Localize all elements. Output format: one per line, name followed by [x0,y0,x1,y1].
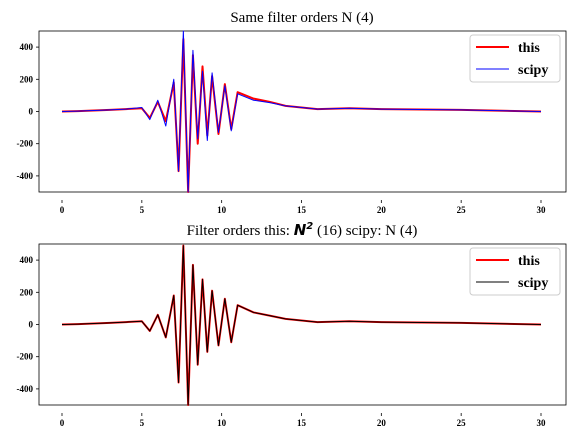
series-lines [61,244,542,406]
x-tick-label: 20 [377,205,387,215]
title-prefix: Filter orders this: [187,223,294,239]
x-tick-label: 25 [457,205,467,215]
x-tick-label: 10 [217,205,227,215]
y-tick-label: 0 [29,107,34,117]
title-suffix: (16) scipy: N (4) [313,223,417,239]
subplot-bottom: Filter orders this: N2 (16) scipy: N (4)… [17,221,567,428]
legend: this scipy [469,34,561,83]
x-tick-label: 15 [297,418,307,428]
y-tick-label: 400 [20,42,34,52]
x-tick-label: 0 [60,418,65,428]
x-tick-label: 5 [140,205,145,215]
axis-ticks: 0 5 10 15 20 25 30 -400 -200 0 200 400 [17,42,547,215]
x-tick-label: 10 [217,418,227,428]
chart-title: Same filter orders N (4) [230,10,373,26]
y-tick-label: 400 [20,255,34,265]
x-tick-label: 30 [537,205,547,215]
legend: this scipy [469,247,561,296]
y-tick-label: 200 [20,74,34,84]
y-tick-label: 0 [29,320,34,330]
x-tick-label: 5 [140,418,145,428]
y-tick-label: -400 [17,171,34,181]
legend-label-scipy: scipy [518,63,548,78]
series-line-scipy [61,245,542,406]
legend-label-this: this [518,41,540,56]
title-math-sup: 2 [306,221,313,232]
chart-title: Filter orders this: N2 (16) scipy: N (4) [187,221,418,239]
series-line-this [61,244,542,406]
series-line-this [61,38,542,193]
legend-label-this: this [518,254,540,269]
series-lines [61,30,542,193]
title-math: N [294,221,307,239]
y-tick-label: -400 [17,384,34,394]
subplot-top: Same filter orders N (4) 0 5 10 15 20 25 30 -40… [17,10,567,215]
x-tick-label: 20 [377,418,387,428]
x-tick-label: 0 [60,205,65,215]
series-line-scipy [61,30,542,193]
axis-ticks: 0 5 10 15 20 25 30 -400 -200 0 200 400 [17,255,547,428]
x-tick-label: 15 [297,205,307,215]
x-tick-label: 30 [537,418,547,428]
legend-label-scipy: scipy [518,276,548,291]
y-tick-label: -200 [17,139,34,149]
x-tick-label: 25 [457,418,467,428]
y-tick-label: -200 [17,352,34,362]
y-tick-label: 200 [20,287,34,297]
